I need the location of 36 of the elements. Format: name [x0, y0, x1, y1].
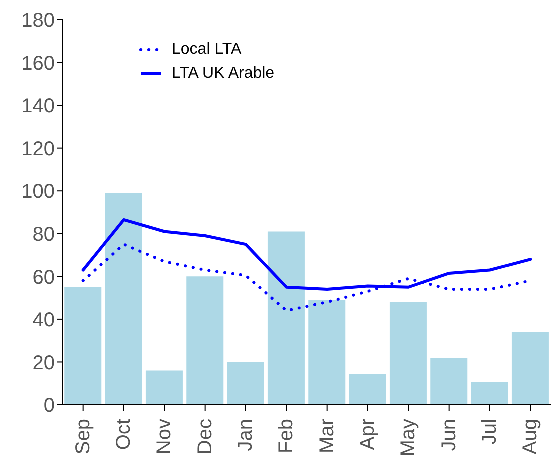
x-tick-label: Nov	[154, 419, 176, 455]
y-tick-label: 40	[32, 310, 55, 332]
x-tick-label: Jul	[479, 419, 501, 445]
bar	[186, 276, 224, 405]
bar	[349, 374, 386, 405]
x-tick-label: Jan	[235, 419, 257, 452]
x-tick-label: Feb	[276, 419, 298, 454]
y-tick-label: 80	[32, 224, 55, 246]
bar	[268, 232, 305, 405]
y-tick-label: 100	[22, 181, 55, 204]
x-tick-label: Mar	[316, 418, 338, 454]
x-tick-label: Jun	[438, 419, 460, 452]
bar	[227, 362, 264, 405]
bar	[471, 382, 508, 405]
y-tick-label: 160	[22, 52, 55, 75]
y-tick-label: 180	[22, 10, 55, 32]
x-tick-label: Sep	[72, 419, 94, 455]
bar	[512, 332, 549, 405]
bar	[146, 370, 183, 405]
bar	[308, 300, 346, 405]
y-tick-label: 120	[22, 138, 55, 160]
bar	[430, 358, 468, 405]
legend-label: LTA UK Arable	[172, 65, 275, 83]
x-tick-label: May	[398, 419, 420, 457]
x-tick-label: Oct	[113, 418, 135, 450]
bar	[390, 302, 427, 405]
x-tick-label: Apr	[357, 418, 379, 450]
y-tick-label: 140	[22, 96, 55, 118]
legend-label: Local LTA	[172, 41, 242, 59]
y-tick-label: 20	[32, 352, 55, 374]
x-tick-label: Aug	[520, 419, 542, 455]
bar	[105, 193, 142, 405]
bar	[64, 287, 102, 405]
y-tick-label: 0	[44, 395, 55, 418]
x-tick-label: Dec	[194, 419, 216, 455]
y-tick-label: 60	[32, 266, 55, 289]
